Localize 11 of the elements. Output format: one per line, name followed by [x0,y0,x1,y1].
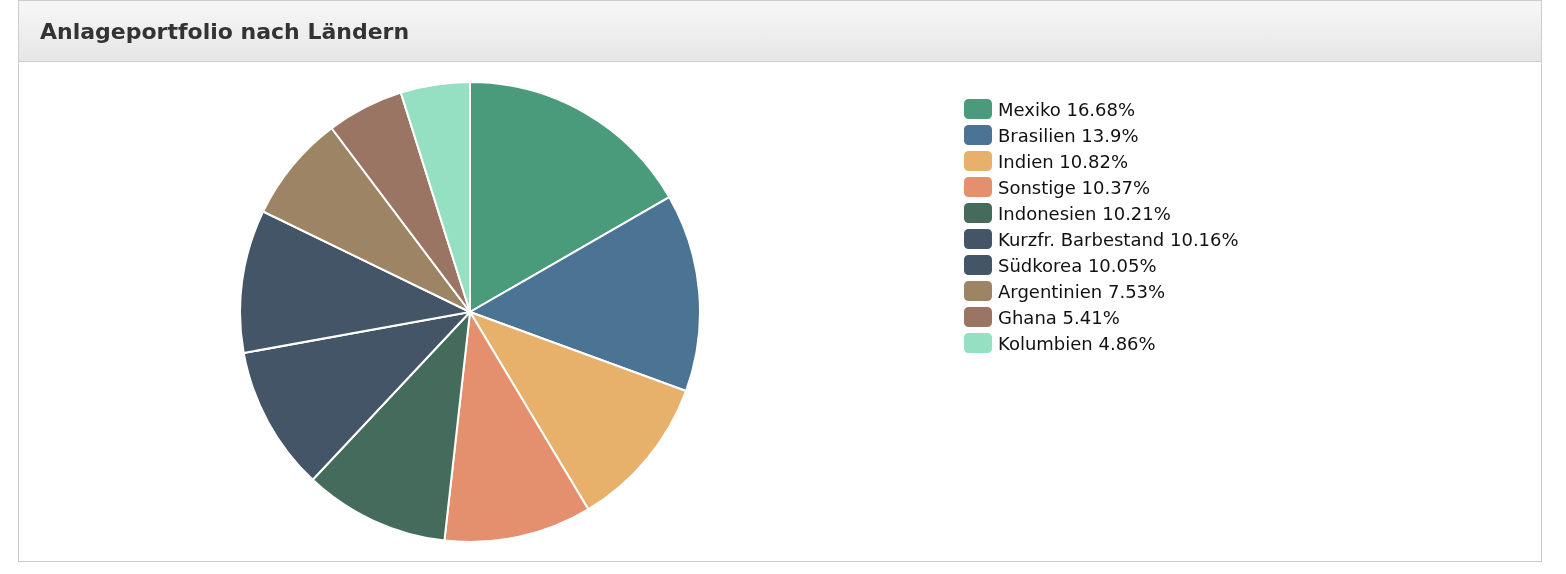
legend-label: Indonesien 10.21% [998,202,1171,224]
chart-title: Anlageportfolio nach Ländern [19,1,1541,62]
legend-label: Mexiko 16.68% [998,98,1136,120]
legend-label: Sonstige 10.37% [998,176,1151,198]
legend-label: Brasilien 13.9% [998,124,1139,146]
legend-label: Indien 10.82% [998,150,1128,172]
legend-label: Südkorea 10.05% [998,254,1157,276]
legend-label: Ghana 5.41% [998,306,1120,328]
legend-label: Kolumbien 4.86% [998,332,1156,354]
legend-label: Argentinien 7.53% [998,280,1166,302]
legend-label: Kurzfr. Barbestand 10.16% [998,228,1239,250]
